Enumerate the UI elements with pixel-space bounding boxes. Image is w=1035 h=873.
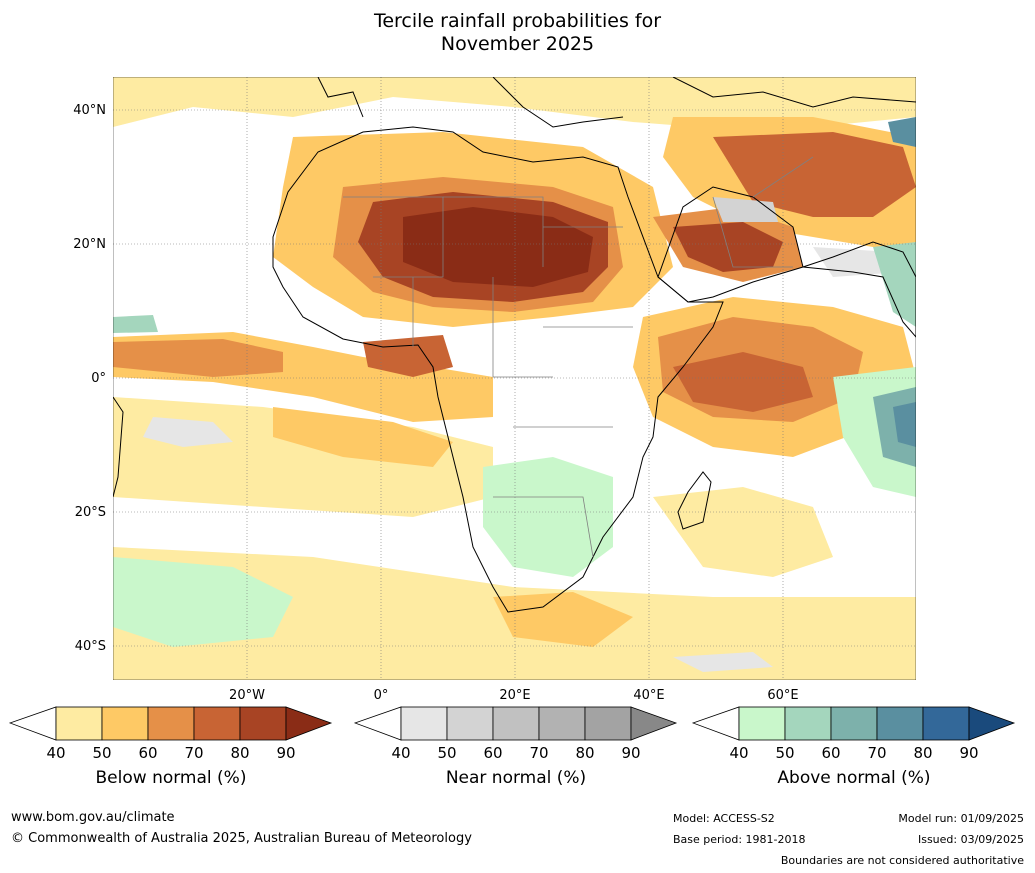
above-tick-40: 40 <box>729 744 749 762</box>
coastlines <box>113 77 916 613</box>
above-tick-50: 50 <box>775 744 795 762</box>
cbar-below-seg-1 <box>55 706 103 741</box>
cbar-above-seg-3 <box>830 706 878 741</box>
below-normal-regions <box>113 77 916 680</box>
cbar-below-seg-6 <box>285 706 333 741</box>
model-name: Model: ACCESS-S2 <box>673 812 775 825</box>
lat-label-20n: 20°N <box>73 237 106 252</box>
lon-label-0: 0° <box>373 688 389 703</box>
rainfall-probability-map <box>113 77 916 680</box>
cbar-above-seg-5 <box>922 706 970 741</box>
lon-label-20w: 20°W <box>229 688 265 703</box>
lat-label-40n: 40°N <box>73 103 106 118</box>
issued-date: Issued: 03/09/2025 <box>917 833 1024 846</box>
cbar-near-seg-6 <box>630 706 678 741</box>
lat-label-20s: 20°S <box>74 505 106 520</box>
title-line-2: November 2025 <box>440 33 595 55</box>
below-tick-90: 90 <box>276 744 296 762</box>
model-run-date: Model run: 01/09/2025 <box>898 812 1024 825</box>
below-tick-80: 80 <box>230 744 250 762</box>
above-tick-60: 60 <box>821 744 841 762</box>
below-tick-50: 50 <box>92 744 112 762</box>
title-line-1: Tercile rainfall probabilities for <box>373 10 662 32</box>
bom-url-link[interactable]: www.bom.gov.au/climate <box>11 810 175 825</box>
near-tick-90: 90 <box>621 744 641 762</box>
cbar-below-seg-4 <box>193 706 241 741</box>
cbar-below-seg-5 <box>239 706 287 741</box>
lon-label-40e: 40°E <box>633 688 665 703</box>
lon-label-60e: 60°E <box>767 688 799 703</box>
boundaries-disclaimer: Boundaries are not considered authoritat… <box>780 854 1024 867</box>
lon-label-20e: 20°E <box>499 688 531 703</box>
near-tick-60: 60 <box>483 744 503 762</box>
lat-label-0: 0° <box>91 371 106 386</box>
near-normal-colorbar <box>354 706 678 741</box>
cbar-above-seg-0 <box>692 706 740 741</box>
cbar-above-seg-1 <box>738 706 786 741</box>
base-period: Base period: 1981-2018 <box>673 833 806 846</box>
cbar-near-seg-1 <box>400 706 448 741</box>
cbar-near-seg-0 <box>354 706 402 741</box>
cbar-near-seg-3 <box>492 706 540 741</box>
near-normal-title: Near normal (%) <box>445 768 587 788</box>
above-normal-colorbar <box>692 706 1016 741</box>
cbar-above-seg-6 <box>968 706 1016 741</box>
cbar-below-seg-0 <box>9 706 57 741</box>
near-tick-40: 40 <box>391 744 411 762</box>
above-tick-80: 80 <box>913 744 933 762</box>
lat-label-40s: 40°S <box>74 639 106 654</box>
cbar-below-seg-2 <box>101 706 149 741</box>
copyright-text: © Commonwealth of Australia 2025, Austra… <box>11 831 472 846</box>
above-tick-90: 90 <box>959 744 979 762</box>
cbar-near-seg-2 <box>446 706 494 741</box>
map-title: Tercile rainfall probabilities for Novem… <box>0 10 1035 56</box>
near-tick-80: 80 <box>575 744 595 762</box>
below-normal-title: Below normal (%) <box>95 768 247 788</box>
above-tick-70: 70 <box>867 744 887 762</box>
below-tick-40: 40 <box>46 744 66 762</box>
country-borders <box>343 156 814 558</box>
above-normal-title: Above normal (%) <box>777 768 931 788</box>
below-tick-60: 60 <box>138 744 158 762</box>
cbar-near-seg-4 <box>538 706 586 741</box>
cbar-above-seg-4 <box>876 706 924 741</box>
cbar-below-seg-3 <box>147 706 195 741</box>
below-tick-70: 70 <box>184 744 204 762</box>
graticule <box>113 77 916 680</box>
near-tick-70: 70 <box>529 744 549 762</box>
above-normal-regions <box>113 117 916 647</box>
cbar-above-seg-2 <box>784 706 832 741</box>
below-normal-colorbar <box>9 706 333 741</box>
cbar-near-seg-5 <box>584 706 632 741</box>
near-tick-50: 50 <box>437 744 457 762</box>
